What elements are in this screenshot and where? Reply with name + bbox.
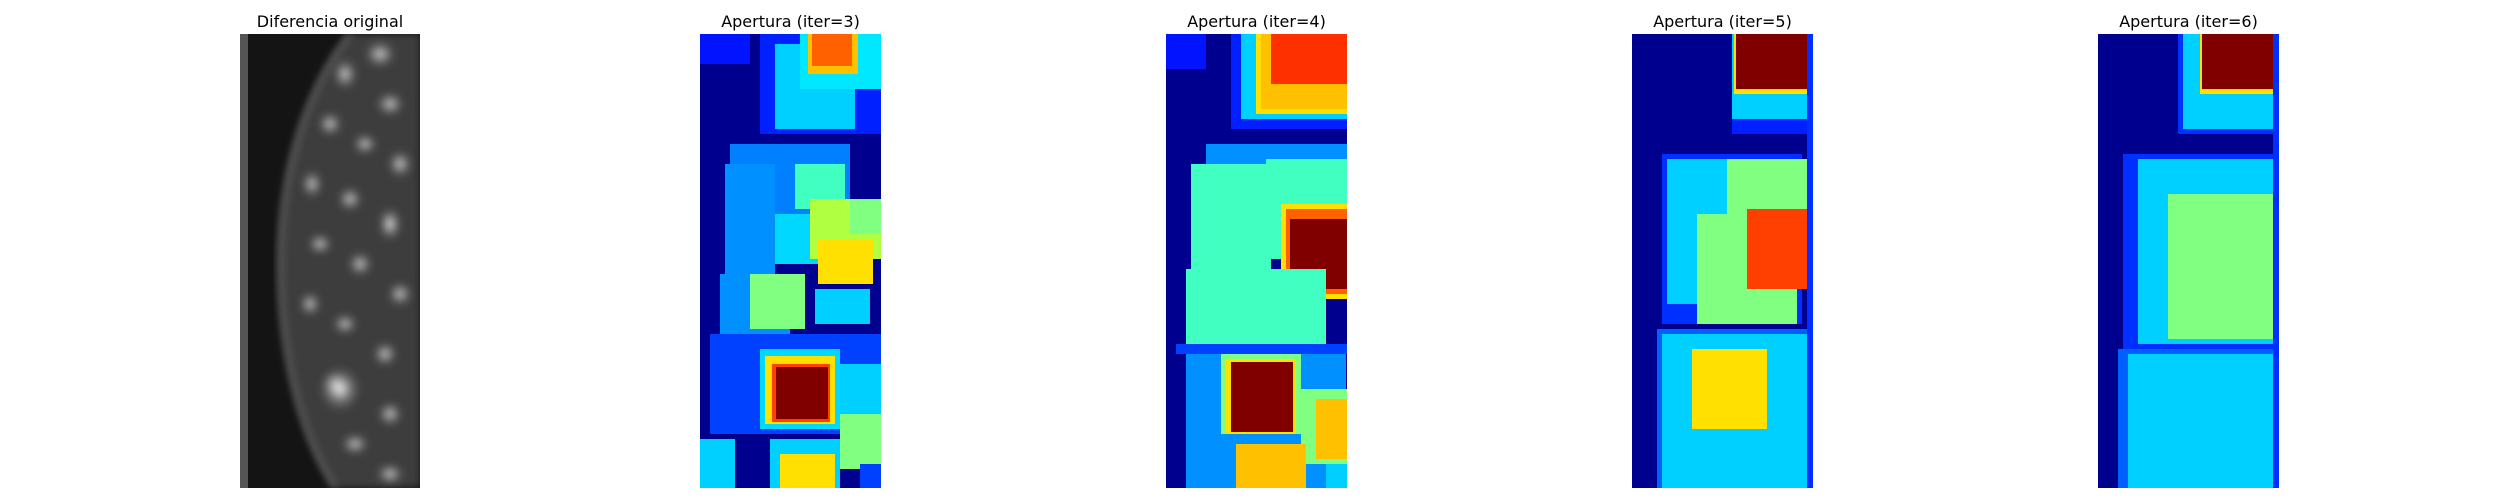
panel-apertura-iter6: Apertura (iter=6)	[2098, 0, 2279, 500]
panel-title: Apertura (iter=4)	[1187, 12, 1326, 31]
panel-apertura-iter3: Apertura (iter=3)	[700, 0, 881, 500]
jet-image-iter5	[1632, 34, 1813, 488]
panel-title: Apertura (iter=5)	[1653, 12, 1792, 31]
panel-title: Diferencia original	[256, 12, 404, 31]
panel-apertura-iter5: Apertura (iter=5)	[1632, 0, 1813, 500]
panel-apertura-iter4: Apertura (iter=4)	[1166, 0, 1347, 500]
jet-image-iter3	[700, 34, 881, 488]
panel-title: Apertura (iter=3)	[721, 12, 860, 31]
panel-title: Apertura (iter=6)	[2119, 12, 2258, 31]
grayscale-image	[240, 34, 420, 488]
jet-image-iter6	[2098, 34, 2279, 488]
jet-image-iter4	[1166, 34, 1347, 488]
panel-diferencia-original: Diferencia original	[240, 0, 420, 500]
